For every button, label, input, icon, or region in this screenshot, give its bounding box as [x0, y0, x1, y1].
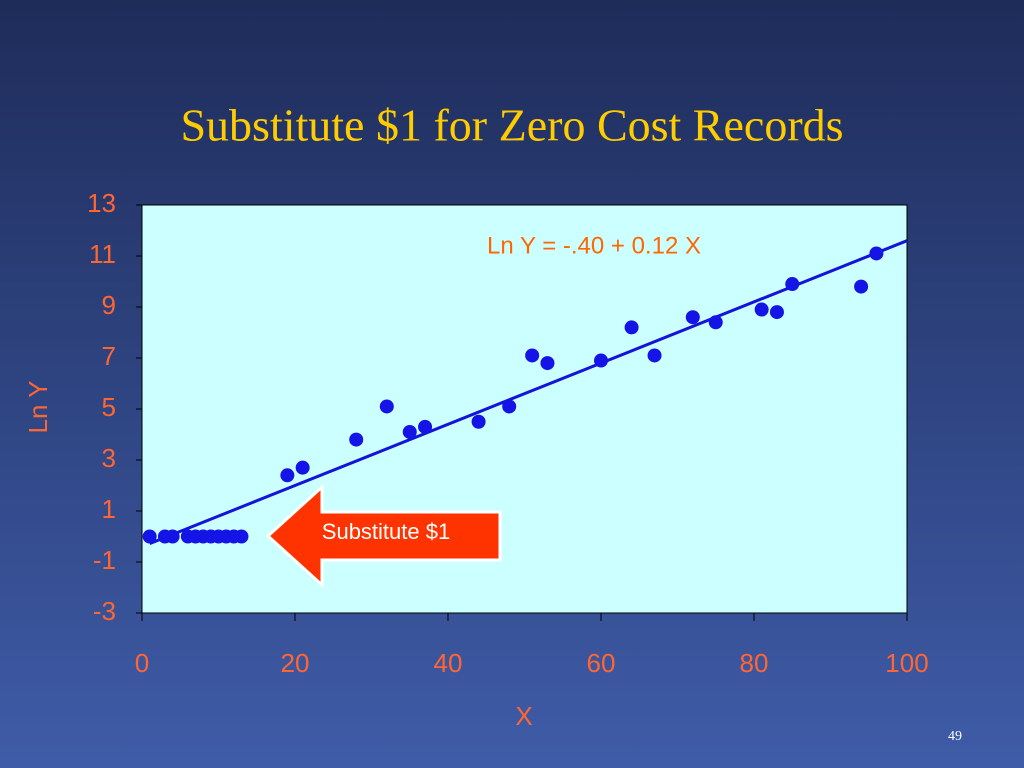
point [402, 424, 417, 439]
point [754, 302, 769, 317]
point [418, 419, 433, 434]
trend-equation: Ln Y = -.40 + 0.12 X [487, 232, 701, 259]
callout: Substitute $1 [265, 483, 502, 589]
point [708, 315, 723, 330]
point [540, 356, 555, 371]
page-number: 49 [948, 729, 962, 744]
x-axis-label: X [515, 701, 532, 731]
point [379, 399, 394, 414]
point [594, 353, 608, 368]
trend-line [149, 239, 908, 546]
x-tick-label: 40 [434, 648, 463, 678]
y-tick-label: 13 [87, 188, 116, 218]
point [142, 529, 157, 544]
x-tick-label: 60 [587, 648, 616, 678]
callout-text: Substitute $1 [322, 519, 450, 544]
point [471, 414, 486, 429]
y-axis-label: Ln Y [23, 380, 53, 433]
x-tick-label: 80 [740, 648, 769, 678]
point [525, 348, 540, 363]
point [280, 468, 295, 483]
point [854, 279, 869, 294]
y-tick-label: 11 [89, 239, 116, 269]
y-tick-label: 5 [102, 392, 116, 422]
point [349, 432, 364, 447]
x-tick-label: 100 [885, 648, 928, 678]
point [769, 305, 784, 320]
callout-arrow [265, 483, 502, 589]
point [685, 310, 700, 325]
point [234, 529, 249, 544]
y-tick-label: 7 [102, 341, 116, 371]
point [624, 320, 639, 335]
y-tick-label: 1 [102, 494, 116, 524]
y-tick-label: 9 [102, 290, 116, 320]
y-tick-label: -1 [93, 545, 116, 575]
point [502, 399, 517, 414]
x-tick-label: 20 [281, 648, 310, 678]
point [165, 529, 180, 544]
point [647, 348, 662, 363]
y-tick-label: 3 [102, 443, 116, 473]
slide-title: Substitute $1 for Zero Cost Records [180, 100, 843, 151]
y-tick-label: -3 [93, 596, 116, 626]
point [295, 460, 310, 475]
point [869, 246, 884, 261]
x-tick-label: 0 [135, 648, 149, 678]
plot-area [141, 204, 908, 614]
point [785, 277, 800, 292]
